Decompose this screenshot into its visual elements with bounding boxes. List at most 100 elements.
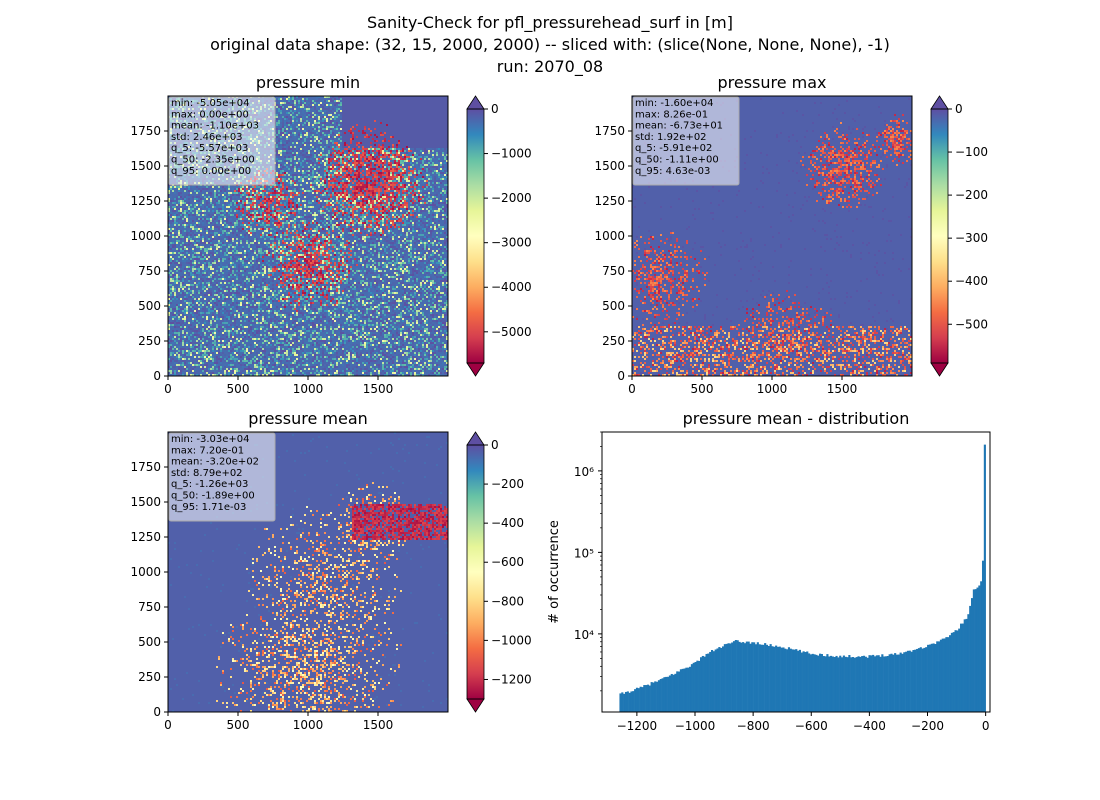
histogram-bar bbox=[797, 650, 800, 712]
histogram-bar bbox=[639, 686, 642, 712]
figure-title-line-1: Sanity-Check for pfl_pressurehead_surf i… bbox=[367, 13, 733, 32]
histogram-bar bbox=[692, 662, 695, 712]
histogram-bar bbox=[853, 657, 856, 712]
histogram-bar bbox=[694, 662, 697, 712]
histogram-bar bbox=[806, 651, 809, 712]
stats-line: max: 7.20e-01 bbox=[171, 445, 244, 456]
histogram-bar bbox=[690, 664, 693, 712]
axes-frame bbox=[601, 431, 991, 713]
y-tick-label: 0 bbox=[153, 705, 161, 719]
stats-line: q_95: 0.00e+00 bbox=[171, 166, 251, 177]
stats-line: q_50: -1.11e+00 bbox=[635, 155, 719, 166]
histogram-bar bbox=[632, 691, 635, 712]
histogram-bar bbox=[936, 641, 939, 712]
histogram-bar bbox=[657, 680, 661, 712]
histogram-bar bbox=[696, 660, 699, 712]
histogram-bar bbox=[890, 653, 893, 712]
histogram-bar bbox=[630, 691, 633, 712]
histogram-bar bbox=[917, 648, 921, 712]
histogram-bar bbox=[844, 656, 847, 712]
histogram-bar bbox=[894, 653, 897, 712]
histogram-bar bbox=[641, 687, 644, 712]
histogram-bar bbox=[972, 589, 975, 712]
colorbar-tick-label: −1000 bbox=[491, 147, 532, 161]
histogram-bar bbox=[872, 654, 875, 712]
panel-title: pressure mean - distribution bbox=[683, 409, 910, 428]
histogram-bar bbox=[934, 644, 937, 712]
histogram-bar bbox=[771, 646, 774, 712]
colorbar-extend-min bbox=[466, 698, 485, 713]
histogram-bar bbox=[743, 643, 747, 712]
histogram-bar bbox=[820, 654, 823, 712]
histogram-bar bbox=[846, 657, 849, 712]
histogram-bar bbox=[857, 656, 860, 712]
stats-line: min: -1.60e+04 bbox=[635, 98, 714, 109]
y-tick-label: 250 bbox=[602, 334, 625, 348]
histogram-bar bbox=[919, 647, 922, 712]
stats-line: q_95: 1.71e-03 bbox=[171, 502, 246, 513]
histogram-bar bbox=[945, 637, 948, 712]
y-tick-label: 10⁴ bbox=[574, 628, 594, 642]
histogram-bar bbox=[762, 644, 765, 712]
histogram-bar bbox=[786, 649, 789, 712]
histogram-bar bbox=[921, 648, 924, 712]
x-tick-label: −600 bbox=[795, 719, 828, 733]
colorbar-tick-label: −500 bbox=[955, 317, 988, 331]
histogram-bar bbox=[800, 652, 803, 712]
y-tick-label: 500 bbox=[138, 299, 161, 313]
histogram-bar bbox=[888, 654, 891, 712]
x-tick-label: −200 bbox=[911, 719, 944, 733]
colorbar-tick-label: −300 bbox=[955, 231, 988, 245]
y-tick-label: 250 bbox=[138, 334, 161, 348]
histogram-bar bbox=[732, 641, 736, 712]
x-tick-label: 500 bbox=[227, 718, 250, 732]
y-tick-label: 1250 bbox=[130, 530, 161, 544]
stats-line: max: 0.00e+00 bbox=[171, 109, 249, 120]
stats-line: std: 2.46e+03 bbox=[171, 132, 243, 143]
histogram-bar bbox=[787, 647, 791, 712]
colorbar-extend-max bbox=[466, 95, 485, 110]
x-tick-label: 1000 bbox=[293, 382, 324, 396]
x-tick-label: 1000 bbox=[293, 718, 324, 732]
y-tick-label: 1250 bbox=[130, 194, 161, 208]
histogram-bar bbox=[626, 691, 629, 712]
y-tick-label: 750 bbox=[138, 600, 161, 614]
y-tick-label: 1500 bbox=[594, 159, 625, 173]
y-axis-label: # of occurrence bbox=[547, 520, 562, 624]
histogram-bar bbox=[751, 642, 754, 712]
histogram-bar bbox=[628, 692, 631, 712]
y-tick-label: 0 bbox=[617, 369, 625, 383]
histogram-bar bbox=[643, 685, 646, 712]
histogram-bar bbox=[793, 649, 796, 712]
histogram-bar bbox=[734, 640, 737, 712]
figure-title-line-3: run: 2070_08 bbox=[496, 57, 604, 76]
histogram-bar bbox=[950, 632, 953, 712]
histogram-bar bbox=[707, 653, 710, 712]
x-tick-label: 0 bbox=[628, 382, 636, 396]
histogram-bar bbox=[729, 643, 732, 712]
histogram-bar bbox=[932, 643, 935, 712]
colorbar-tick-label: −1200 bbox=[491, 672, 532, 686]
histogram-bar bbox=[676, 671, 679, 712]
y-tick-label: 1500 bbox=[130, 495, 161, 509]
x-tick-label: 0 bbox=[982, 719, 990, 733]
histogram-bar bbox=[923, 647, 926, 712]
histogram-bar bbox=[648, 685, 651, 712]
histogram-bar bbox=[731, 642, 734, 712]
stats-line: mean: -1.10e+03 bbox=[171, 121, 259, 132]
histogram-bar bbox=[875, 655, 878, 712]
histogram-bar bbox=[703, 656, 706, 712]
histogram-bar bbox=[749, 643, 752, 712]
histogram-bar bbox=[873, 656, 877, 712]
x-tick-label: 1000 bbox=[757, 382, 788, 396]
histogram-bar bbox=[958, 628, 961, 712]
histogram-bar bbox=[637, 688, 640, 712]
histogram-bar bbox=[674, 673, 677, 712]
histogram-bar bbox=[956, 630, 959, 712]
stats-line: std: 8.79e+02 bbox=[171, 468, 243, 479]
histogram-bar bbox=[866, 657, 869, 712]
stats-line: q_50: -1.89e+00 bbox=[171, 491, 255, 502]
y-tick-label: 250 bbox=[138, 670, 161, 684]
histogram-bar bbox=[839, 655, 842, 712]
